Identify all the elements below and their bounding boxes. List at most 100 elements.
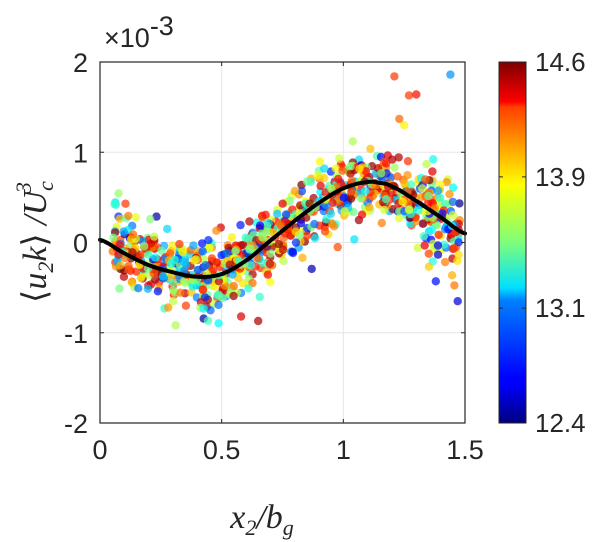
scatter-point (135, 250, 145, 260)
scatter-point (197, 239, 207, 248)
scatter-point (157, 246, 166, 255)
scatter-point (302, 231, 311, 240)
scatter-point (390, 72, 399, 81)
scatter-point (153, 287, 163, 296)
scatter-point (214, 319, 223, 328)
scatter-point (413, 243, 422, 253)
scatter-point (428, 167, 437, 176)
x-label-slash: /b (254, 499, 282, 536)
scatter-point (310, 233, 320, 243)
scatter-point (377, 218, 386, 228)
scatter-point (454, 238, 463, 247)
x-tick-labels: 0 0.5 1 1.5 (92, 435, 483, 465)
exponent-power: -3 (150, 11, 174, 41)
scatter-point (454, 250, 463, 259)
colorbar-tick-label: 12.4 (535, 408, 586, 438)
scatter-point (229, 281, 238, 291)
scatter-point (433, 186, 443, 195)
scatter-point (329, 222, 339, 231)
scatter-point (394, 153, 403, 162)
scatter-point (433, 250, 443, 259)
scatter-point (254, 316, 263, 326)
scatter-point (296, 219, 306, 228)
scatter-point (246, 261, 255, 270)
scatter-point (365, 203, 374, 212)
scatter-point (198, 247, 207, 256)
scatter-point (403, 157, 413, 166)
scatter-point (424, 249, 433, 258)
scatter-point (115, 214, 125, 224)
scatter-point (448, 197, 457, 207)
scatter-point (447, 271, 457, 280)
scatter-point (193, 265, 203, 275)
y-tick-label: -2 (64, 409, 88, 439)
scatter-point (168, 278, 178, 287)
y-tick-label: 0 (73, 229, 88, 259)
scatter-point (204, 236, 213, 245)
scatter-point (395, 114, 404, 124)
scatter-point (214, 300, 223, 310)
y-label-c-sub: c (33, 181, 58, 191)
scatter-point (229, 291, 238, 301)
x-label-main: x (229, 499, 245, 536)
scatter-point (199, 304, 208, 313)
scatter-point (255, 221, 265, 230)
scatter-point (394, 214, 404, 223)
scatter-point (214, 290, 224, 300)
scatter-point (165, 249, 175, 258)
y-label-slash: /U (17, 188, 54, 233)
scatter-point (307, 264, 316, 274)
scatter-point (111, 200, 121, 209)
scatter-point (208, 266, 218, 275)
scatter-point (333, 242, 342, 252)
scatter-point (179, 257, 188, 266)
scatter-point (320, 164, 329, 173)
scatter-point (212, 258, 222, 267)
scatter-point (169, 296, 178, 306)
scatter-point (150, 232, 159, 241)
scatter-point (124, 261, 133, 271)
scatter-point (181, 301, 191, 310)
y-label-close: ⟩ (17, 233, 54, 246)
scatter-point (266, 249, 275, 258)
scatter-point (128, 230, 138, 239)
scatter-point (214, 277, 224, 286)
x-tick-label: 1 (336, 435, 351, 465)
scatter-point (245, 244, 254, 253)
x-tick-label: 1.5 (446, 435, 484, 465)
scatter-point (298, 253, 307, 262)
scatter-point (433, 241, 443, 250)
scatter-point (448, 210, 458, 220)
x-tick-label: 0 (92, 435, 107, 465)
y-tick-label: -1 (64, 319, 88, 349)
scatter-point (316, 181, 325, 191)
scatter-point (403, 171, 412, 180)
colorbar-tick-label: 13.1 (535, 293, 586, 323)
scatter-point (198, 285, 208, 294)
scatter-point (380, 205, 389, 215)
y-tick-labels: -2 -1 0 1 2 (64, 48, 88, 439)
scatter-point (134, 284, 143, 293)
scatter-point (180, 278, 190, 287)
scatter-point (419, 219, 428, 228)
scatter-point (116, 261, 125, 270)
y-label-k: k (17, 246, 54, 262)
scatter-point (356, 194, 365, 203)
scatter-point (140, 242, 149, 251)
y-label-u-sub: 2 (33, 262, 58, 273)
scatter-point (178, 247, 187, 257)
scatter-point (278, 245, 288, 254)
scatter-point (357, 210, 367, 219)
scatter-point (361, 167, 371, 176)
scatter-point (212, 226, 221, 235)
scatter-point (136, 274, 145, 283)
scatter-point (382, 159, 391, 168)
scatter-point (360, 186, 370, 196)
scatter-point (288, 248, 298, 258)
scatter-point (429, 155, 438, 164)
scatter-point (119, 272, 129, 281)
scatter-point (339, 193, 348, 202)
scatter-point (261, 210, 270, 219)
scatter-point (420, 241, 429, 250)
scatter-point (119, 227, 128, 236)
